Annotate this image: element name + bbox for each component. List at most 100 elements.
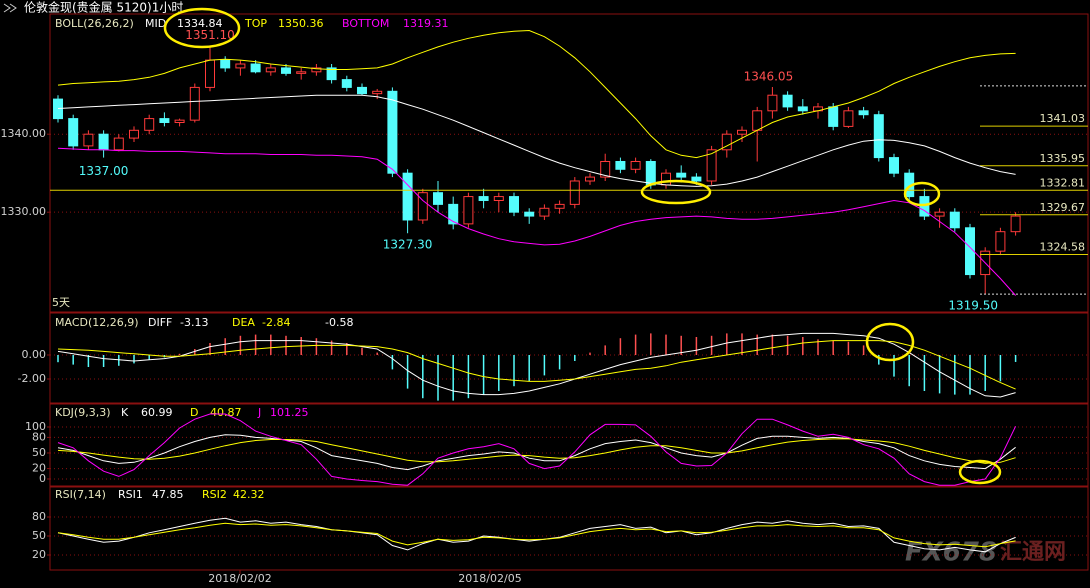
- y-tick-label: 0: [39, 472, 46, 485]
- indicator-line: [57, 147, 1016, 296]
- candle-body: [721, 133, 732, 151]
- legend-name: DIFF: [148, 316, 172, 329]
- candle-body: [159, 118, 170, 123]
- price-annotation: 1319.50: [948, 299, 998, 313]
- kdj-panel-border: [49, 403, 1089, 487]
- legend-name: K: [121, 406, 129, 419]
- highlight-circle: [640, 179, 712, 205]
- rsi-panel-border: [49, 486, 1089, 571]
- indicator-line: [57, 340, 1016, 390]
- indicator-line: [57, 438, 1016, 464]
- candle-body: [752, 110, 763, 131]
- candle-body: [372, 90, 383, 95]
- price-annotation: 1346.05: [744, 70, 794, 84]
- candle-body: [281, 67, 291, 74]
- candle-body: [448, 203, 459, 225]
- legend-value: -2.84: [262, 316, 290, 329]
- candle-body: [220, 59, 231, 69]
- highlight-circle: [903, 181, 941, 207]
- candle-body: [402, 172, 413, 221]
- candle-body: [585, 176, 595, 182]
- level-label: 1341.03: [1040, 112, 1086, 125]
- period-note: 5天: [52, 296, 70, 309]
- legend-name: RSI1: [118, 488, 143, 501]
- candle-body: [539, 207, 550, 217]
- y-tick-label: 50: [32, 529, 46, 542]
- candle-body: [1010, 215, 1021, 233]
- watermark: FX678: [905, 538, 997, 568]
- level-label: 1332.81: [1040, 176, 1086, 189]
- candle-body: [767, 94, 778, 112]
- indicator-line: [57, 94, 1016, 187]
- candle-body: [174, 119, 185, 123]
- highlight-circle: [958, 459, 1002, 485]
- level-label: 1329.67: [1040, 201, 1086, 214]
- candle-body: [828, 106, 839, 127]
- candle-body: [326, 67, 337, 81]
- panel-title: KDJ(9,3,3): [55, 406, 111, 419]
- candle-body: [417, 192, 428, 221]
- candle-body: [129, 129, 139, 139]
- highlight-circles: [163, 7, 1002, 485]
- legend-name: J: [257, 406, 261, 419]
- indicator-line: [57, 413, 1017, 486]
- candle-body: [706, 149, 717, 182]
- legend-name: D: [190, 406, 198, 419]
- legend-value: 1334.84: [177, 17, 223, 30]
- legend-name: BOTTOM: [342, 17, 389, 30]
- y-tick-label: 50: [32, 446, 46, 459]
- candle-body: [858, 110, 869, 116]
- panel-title: BOLL(26,26,2): [55, 17, 134, 30]
- indicator-line: [57, 332, 1016, 398]
- level-label: 1335.95: [1040, 152, 1086, 165]
- candle-body: [463, 196, 474, 225]
- candle-body: [554, 203, 565, 209]
- candle-body: [919, 196, 930, 217]
- window-icon: [3, 3, 17, 13]
- candle-body: [235, 63, 246, 69]
- candle-body: [296, 71, 307, 74]
- candle-body: [387, 90, 398, 174]
- candle-body: [341, 79, 352, 88]
- legend-value: 47.85: [152, 488, 184, 501]
- y-tick-label: 20: [32, 548, 46, 561]
- x-tick-label: 2018/02/02: [208, 572, 271, 585]
- candle-body: [433, 192, 443, 205]
- legend-name: TOP: [244, 17, 267, 30]
- y-tick-label: -2.00: [18, 372, 46, 385]
- indicator-line: [57, 522, 1016, 548]
- legend-value: -3.13: [180, 316, 208, 329]
- legend-value: 1319.31: [403, 17, 449, 30]
- candle-body: [661, 172, 671, 186]
- candle-body: [98, 133, 109, 151]
- candle-body: [949, 211, 960, 229]
- candle-body: [569, 180, 580, 205]
- panel-title: RSI(7,14): [55, 488, 106, 501]
- candle-body: [934, 211, 945, 217]
- x-tick-label: 2018/02/05: [458, 572, 521, 585]
- candle-body: [524, 211, 535, 217]
- y-tick-label: 100: [25, 420, 46, 433]
- price-annotation: 1337.00: [79, 164, 129, 178]
- legend-name: MID: [145, 17, 166, 30]
- panel-title: MACD(12,26,9): [55, 316, 139, 329]
- candle-body: [250, 63, 261, 73]
- highlight-circle: [163, 7, 241, 49]
- candle-body: [843, 110, 854, 127]
- candle-body: [889, 157, 899, 174]
- candle-body: [509, 196, 519, 213]
- legend-value: 60.99: [141, 406, 173, 419]
- candle-body: [83, 133, 94, 147]
- candle-body: [965, 227, 975, 276]
- legend-name: DEA: [232, 316, 255, 329]
- candle-body: [797, 106, 808, 112]
- candle-body: [53, 98, 63, 120]
- candle-body: [615, 160, 626, 170]
- candle-body: [265, 67, 276, 73]
- main-panel-border: [49, 13, 1089, 313]
- y-tick-label: 1340.00: [1, 127, 47, 140]
- candle-body: [144, 118, 155, 131]
- candle-body: [357, 86, 367, 95]
- candle-body: [113, 137, 124, 151]
